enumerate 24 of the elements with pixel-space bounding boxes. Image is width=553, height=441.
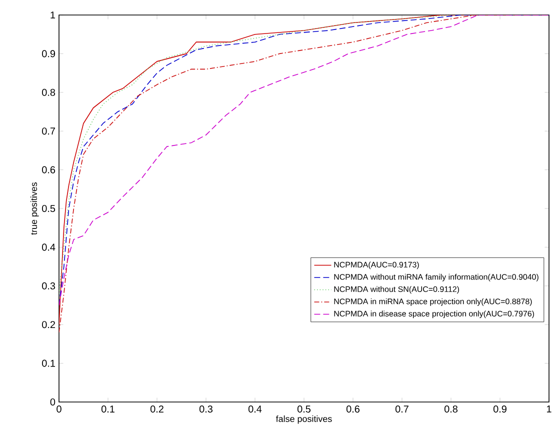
x-tick-label: 0.2	[150, 406, 164, 413]
x-tick-label: 0.1	[101, 406, 114, 413]
y-axis-title: true positives	[30, 182, 39, 235]
y-tick-label: 0.2	[42, 321, 55, 328]
x-tick-label: 0.4	[248, 406, 262, 413]
y-tick-label: 0.3	[42, 282, 56, 290]
y-tick-label: 0.9	[42, 50, 56, 58]
x-tick-label: 0.8	[444, 406, 458, 413]
y-tick-label: 0.8	[42, 88, 56, 96]
y-tick-label: 0.1	[42, 360, 56, 367]
x-axis-title: false positives	[276, 415, 332, 424]
x-tick-label: 0.5	[297, 406, 311, 413]
x-tick-label: 0.9	[493, 406, 506, 413]
y-tick-label: 1	[50, 12, 55, 18]
x-tick-label: 1	[547, 406, 552, 412]
x-tick-label: 0	[56, 406, 62, 413]
x-tick-label: 0.6	[346, 406, 360, 413]
y-tick-label: 0.6	[42, 166, 56, 174]
y-tick-label: 0.4	[42, 244, 56, 251]
y-tick-label: 0.7	[42, 128, 55, 135]
x-tick-label: 0.3	[199, 406, 212, 413]
x-tick-label: 0.7	[395, 406, 408, 413]
y-tick-label: 0.5	[42, 204, 56, 212]
y-tick-label: 0	[50, 398, 56, 406]
